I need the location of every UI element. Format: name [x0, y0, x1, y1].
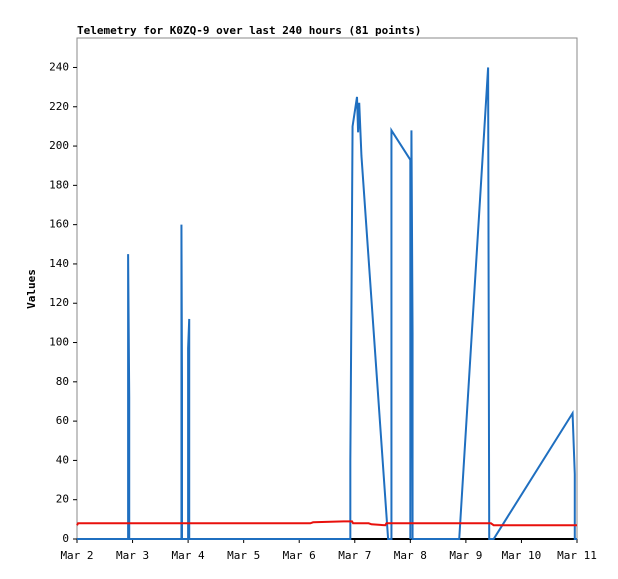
y-tick-label: 180 — [49, 178, 69, 191]
x-tick-label: Mar 7 — [338, 549, 371, 562]
y-tick-label: 160 — [49, 218, 69, 231]
y-tick-label: 100 — [49, 336, 69, 349]
y-tick-label: 220 — [49, 100, 69, 113]
series-line — [76, 520, 577, 527]
x-tick-label: Mar 2 — [60, 549, 93, 562]
y-axis-label: Values — [25, 269, 38, 309]
y-tick-label: 40 — [56, 453, 69, 466]
x-tick-label: Mar 5 — [227, 549, 260, 562]
x-tick-label: Mar 11 — [557, 549, 597, 562]
series-line — [77, 67, 577, 540]
y-tick-label: 120 — [49, 296, 69, 309]
y-tick-label: 80 — [56, 375, 69, 388]
chart-title: Telemetry for K0ZQ-9 over last 240 hours… — [77, 24, 421, 37]
x-tick-label: Mar 10 — [502, 549, 542, 562]
x-tick-label: Mar 4 — [172, 549, 205, 562]
y-tick-label: 0 — [62, 532, 69, 545]
y-tick-label: 200 — [49, 139, 69, 152]
x-tick-label: Mar 8 — [394, 549, 427, 562]
y-tick-label: 20 — [56, 493, 69, 506]
y-tick-label: 140 — [49, 257, 69, 270]
y-tick-label: 60 — [56, 414, 69, 427]
x-tick-label: Mar 6 — [283, 549, 316, 562]
y-tick-label: 240 — [49, 60, 69, 73]
x-tick-label: Mar 9 — [449, 549, 482, 562]
x-tick-label: Mar 3 — [116, 549, 149, 562]
